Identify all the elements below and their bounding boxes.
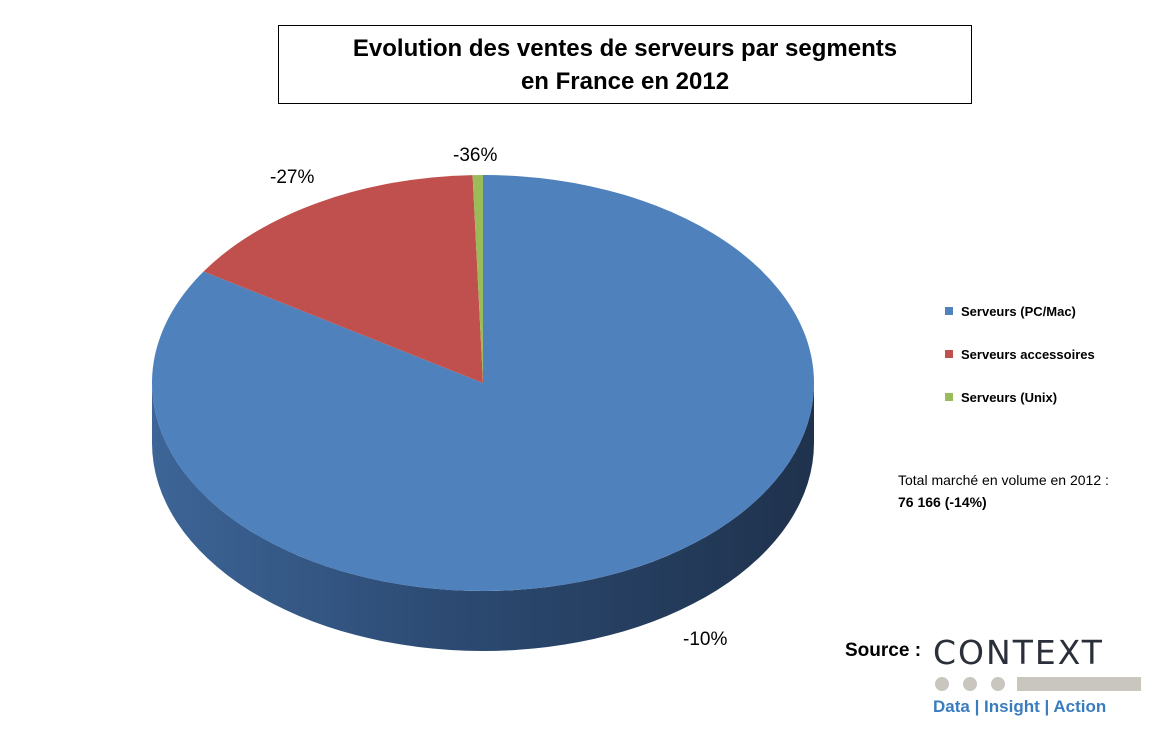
logo-dot: [963, 677, 977, 691]
pie-slice-0: [151, 175, 814, 591]
chart-title-line-2: en France en 2012: [520, 67, 730, 95]
source-label: Source :: [845, 640, 922, 661]
logo-tagline: Data | Insight | Action: [933, 697, 1107, 716]
pie-slice-2: [472, 175, 483, 383]
logo-dot: [991, 677, 1005, 691]
legend-swatch: [945, 350, 953, 358]
context-logo: CONTEXT Data | Insight | Action: [933, 634, 1145, 724]
chart-legend: Serveurs (PC/Mac) Serveurs accessoires S…: [945, 300, 1095, 429]
slice-change-label-pcmac: -10%: [683, 629, 728, 650]
total-market-value: 76 166 (-14%): [898, 494, 987, 510]
legend-label: Serveurs (PC/Mac): [961, 303, 1076, 319]
logo-bar: [1017, 677, 1141, 691]
legend-swatch: [945, 307, 953, 315]
slice-change-label-unix: -36%: [453, 145, 498, 166]
slice-change-label-accessoires: -27%: [270, 167, 315, 188]
chart-title: Evolution des ventes de serveurs par seg…: [278, 25, 972, 104]
legend-swatch: [945, 393, 953, 401]
legend-label: Serveurs (Unix): [961, 389, 1058, 405]
pie-slice-1: [203, 175, 483, 383]
logo-dots: [933, 672, 1145, 696]
logo-dot: [935, 677, 949, 691]
total-market-note: Total marché en volume en 2012 : 76 166 …: [898, 469, 1109, 513]
legend-label: Serveurs accessoires: [961, 346, 1095, 362]
logo-wordmark: CONTEXT: [933, 633, 1104, 672]
pie-side-wall: [152, 383, 814, 651]
legend-item-pcmac: Serveurs (PC/Mac): [945, 300, 1095, 322]
total-market-label: Total marché en volume en 2012 :: [898, 472, 1109, 488]
legend-item-unix: Serveurs (Unix): [945, 386, 1095, 408]
chart-title-line-1: Evolution des ventes de serveurs par seg…: [352, 34, 898, 62]
legend-item-accessoires: Serveurs accessoires: [945, 343, 1095, 365]
